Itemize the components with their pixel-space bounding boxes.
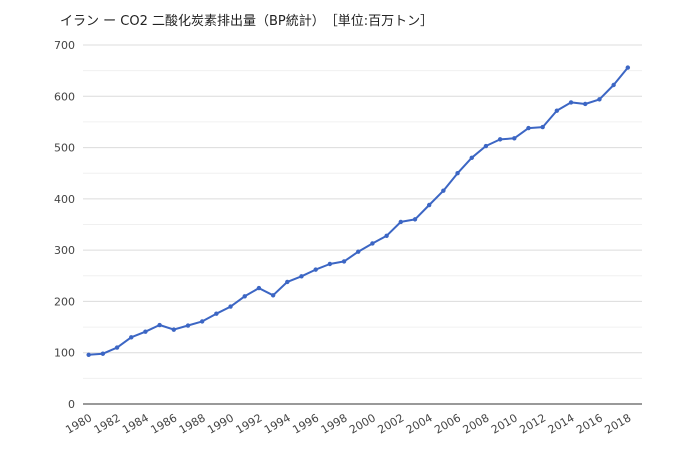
data-point	[483, 143, 489, 149]
data-point	[568, 100, 574, 105]
x-tick-label: 2012	[517, 411, 548, 436]
x-tick-label: 1986	[149, 411, 180, 436]
y-tick-label: 300	[54, 244, 75, 257]
x-tick-label: 2014	[546, 411, 577, 436]
data-point	[256, 285, 262, 291]
data-point	[214, 311, 219, 316]
data-point	[540, 124, 545, 130]
data-point	[299, 274, 304, 279]
data-point	[469, 155, 474, 161]
data-point	[242, 294, 247, 299]
x-tick-label: 1992	[234, 411, 265, 436]
x-tick-label: 2008	[461, 411, 492, 436]
data-point	[157, 322, 162, 328]
data-point	[185, 323, 191, 328]
x-tick-label: 2004	[404, 411, 435, 436]
y-tick-label: 100	[54, 347, 75, 360]
data-point	[554, 108, 560, 113]
data-point	[86, 352, 91, 357]
data-point	[426, 202, 432, 208]
data-point	[270, 293, 276, 298]
data-point	[313, 267, 318, 272]
data-point	[497, 137, 503, 142]
data-point	[384, 233, 389, 238]
y-tick-label: 700	[54, 39, 75, 52]
data-point	[327, 261, 333, 267]
x-tick-label: 1990	[205, 411, 236, 436]
data-point	[228, 304, 233, 309]
data-point	[526, 125, 531, 131]
data-point	[285, 279, 290, 285]
x-tick-label: 1984	[120, 411, 151, 436]
x-tick-label: 1980	[63, 411, 94, 436]
data-point	[398, 219, 404, 225]
data-point	[129, 335, 134, 340]
axis-layer: 0100200300400500600700198019821984198619…	[54, 39, 642, 437]
data-point	[597, 97, 602, 102]
data-point	[100, 351, 106, 356]
x-tick-label: 1994	[262, 411, 293, 436]
x-tick-label: 2010	[489, 411, 520, 436]
data-point	[370, 241, 375, 246]
data-point	[199, 319, 205, 324]
y-tick-label: 500	[54, 142, 75, 155]
data-point	[441, 188, 446, 193]
data-point	[583, 101, 588, 107]
x-tick-label: 2000	[347, 411, 378, 436]
data-point	[341, 259, 347, 264]
series-layer	[86, 65, 631, 357]
data-point	[356, 249, 361, 254]
x-tick-label: 2018	[603, 411, 634, 436]
data-point	[143, 329, 148, 334]
chart-title: イラン ー CO2 二酸化炭素排出量（BP統計） ［単位:百万トン］	[60, 14, 434, 29]
data-point	[611, 82, 616, 88]
x-tick-label: 2002	[376, 411, 407, 436]
x-tick-label: 1988	[177, 411, 208, 436]
y-tick-label: 0	[68, 398, 75, 411]
grid-layer	[83, 44, 642, 379]
data-point	[114, 345, 120, 350]
x-tick-label: 2006	[432, 411, 463, 436]
x-tick-label: 2016	[574, 411, 605, 436]
data-point	[455, 171, 460, 176]
x-tick-label: 1982	[92, 411, 123, 436]
data-point	[412, 217, 418, 222]
data-point	[171, 327, 177, 332]
data-point	[512, 136, 517, 141]
y-tick-label: 400	[54, 193, 75, 206]
y-tick-label: 600	[54, 90, 75, 103]
data-point	[625, 65, 631, 70]
series-line	[88, 66, 629, 356]
x-tick-label: 1996	[290, 411, 321, 436]
y-tick-label: 200	[54, 295, 75, 308]
x-tick-label: 1998	[319, 411, 350, 436]
